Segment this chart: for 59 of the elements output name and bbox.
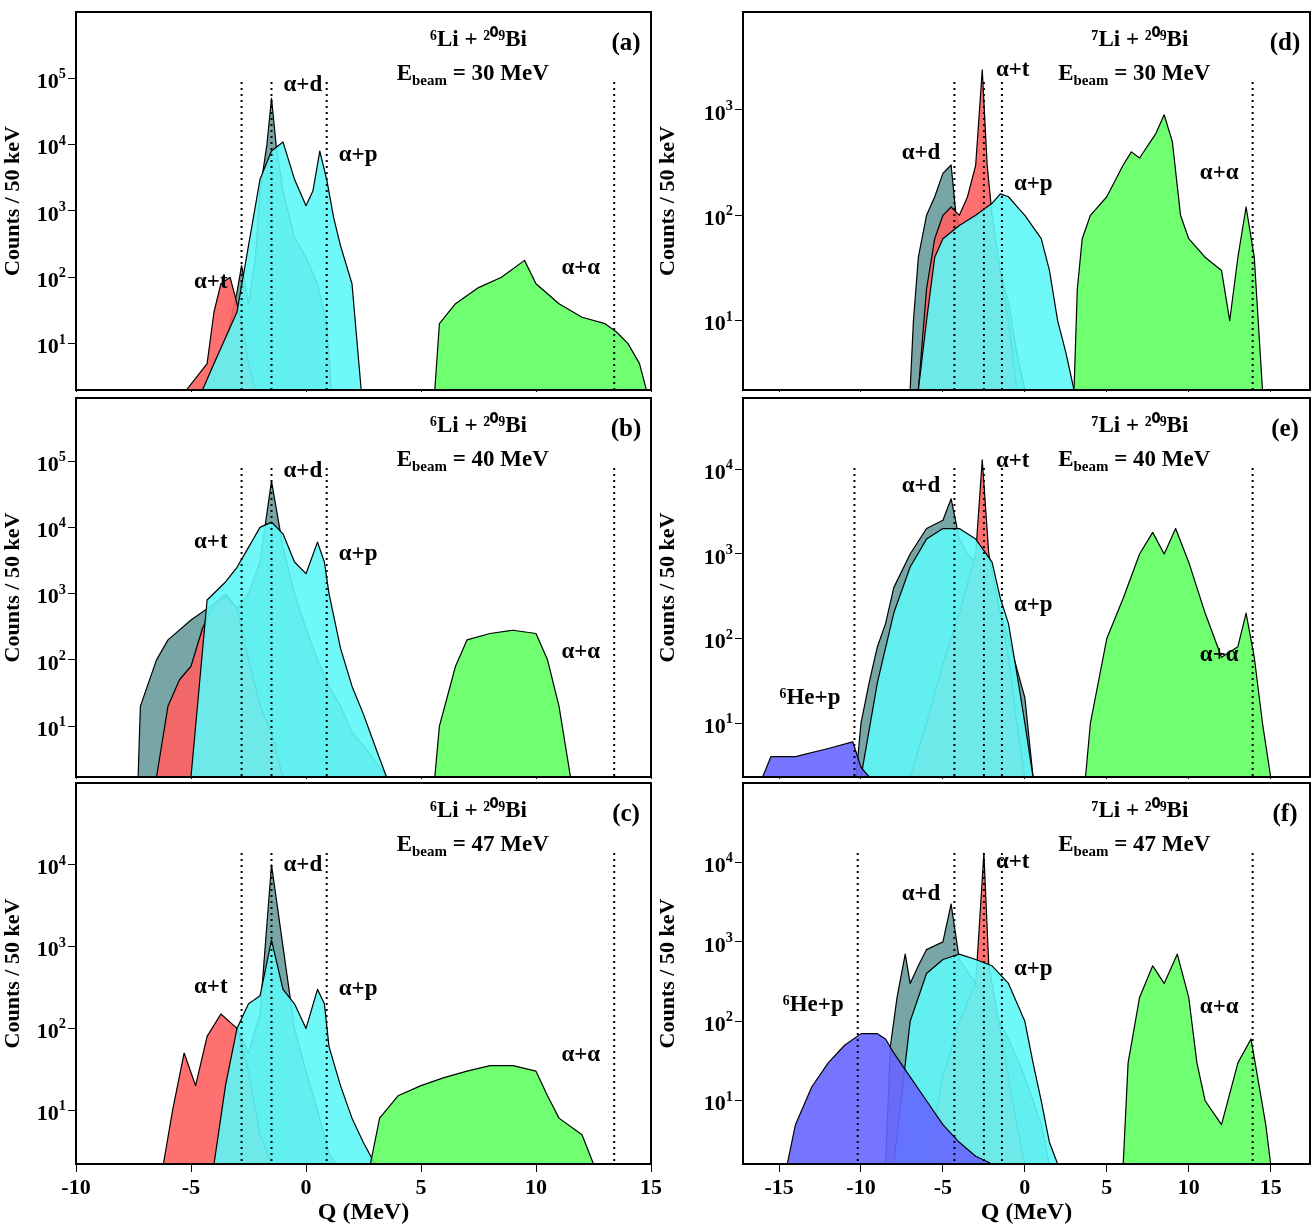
annotation: α+p [1013, 955, 1053, 981]
annotation: (a) [611, 28, 641, 57]
annotation: α+p [1013, 590, 1053, 616]
annotation: (d) [1269, 28, 1301, 57]
y-axis-title: Counts / 50 keV [0, 898, 24, 1049]
annotation: ⁷Li + ²⁰⁹Bi [1091, 795, 1189, 822]
annotation: ⁶He+p [782, 991, 844, 1017]
annotation: α+α [561, 253, 601, 279]
x-tick-label: 15 [1259, 1173, 1282, 1199]
annotation: α+t [995, 55, 1030, 81]
annotation: α+p [338, 539, 378, 565]
y-axis-title: Counts / 50 keV [653, 126, 679, 276]
x-tick-label: 10 [525, 1173, 547, 1199]
y-axis-title: Counts / 50 keV [0, 126, 24, 276]
x-tick-label: -15 [764, 1173, 794, 1199]
y-axis-title: Counts / 50 keV [0, 512, 24, 663]
annotation: α+t [995, 447, 1030, 473]
x-tick-label: -5 [181, 1173, 201, 1199]
x-tick-label: -5 [933, 1173, 953, 1199]
x-tick-label: 0 [300, 1173, 312, 1199]
annotation: α+t [995, 848, 1030, 874]
annotation: (c) [612, 799, 640, 828]
annotation: (e) [1271, 414, 1299, 443]
x-axis-title: Q (MeV) [980, 1197, 1073, 1224]
annotation: α+d [901, 472, 941, 498]
annotation: α+d [283, 850, 323, 876]
y-axis-title: Counts / 50 keV [653, 512, 679, 663]
x-axis-title: Q (MeV) [317, 1197, 410, 1224]
y-axis-title: Counts / 50 keV [653, 898, 679, 1049]
annotation: (f) [1272, 799, 1298, 828]
annotation: α+α [1199, 159, 1239, 185]
x-tick-label: 15 [640, 1173, 662, 1199]
annotation: ⁷Li + ²⁰⁹Bi [1091, 410, 1189, 437]
annotation: ⁶Li + ²⁰⁹Bi [430, 410, 528, 437]
annotation: α+α [561, 638, 601, 664]
x-tick-label: 5 [1101, 1173, 1113, 1199]
annotation: α+d [901, 879, 941, 905]
annotation: α+α [561, 1041, 601, 1067]
annotation: α+α [1199, 993, 1239, 1019]
annotation: α+p [338, 975, 378, 1001]
annotation: α+d [283, 457, 323, 483]
x-tick-label: -10 [61, 1173, 91, 1199]
annotation: α+d [901, 138, 941, 164]
annotation: α+d [283, 70, 323, 96]
x-tick-label: 10 [1177, 1173, 1200, 1199]
x-tick-label: 5 [415, 1173, 427, 1199]
annotation: α+p [338, 140, 378, 166]
annotation: ⁶Li + ²⁰⁹Bi [430, 24, 528, 51]
annotation: ⁶He+p [779, 683, 841, 709]
x-tick-label: -10 [846, 1173, 876, 1199]
annotation: (b) [610, 414, 642, 443]
x-tick-label: 0 [1019, 1173, 1031, 1199]
annotation: α+t [194, 528, 228, 554]
annotation: α+t [194, 267, 228, 293]
annotation: α+p [1013, 169, 1053, 195]
annotation: α+α [1199, 641, 1239, 667]
annotation: ⁷Li + ²⁰⁹Bi [1091, 24, 1189, 51]
annotation: α+t [194, 973, 228, 999]
annotation: ⁶Li + ²⁰⁹Bi [430, 795, 528, 822]
